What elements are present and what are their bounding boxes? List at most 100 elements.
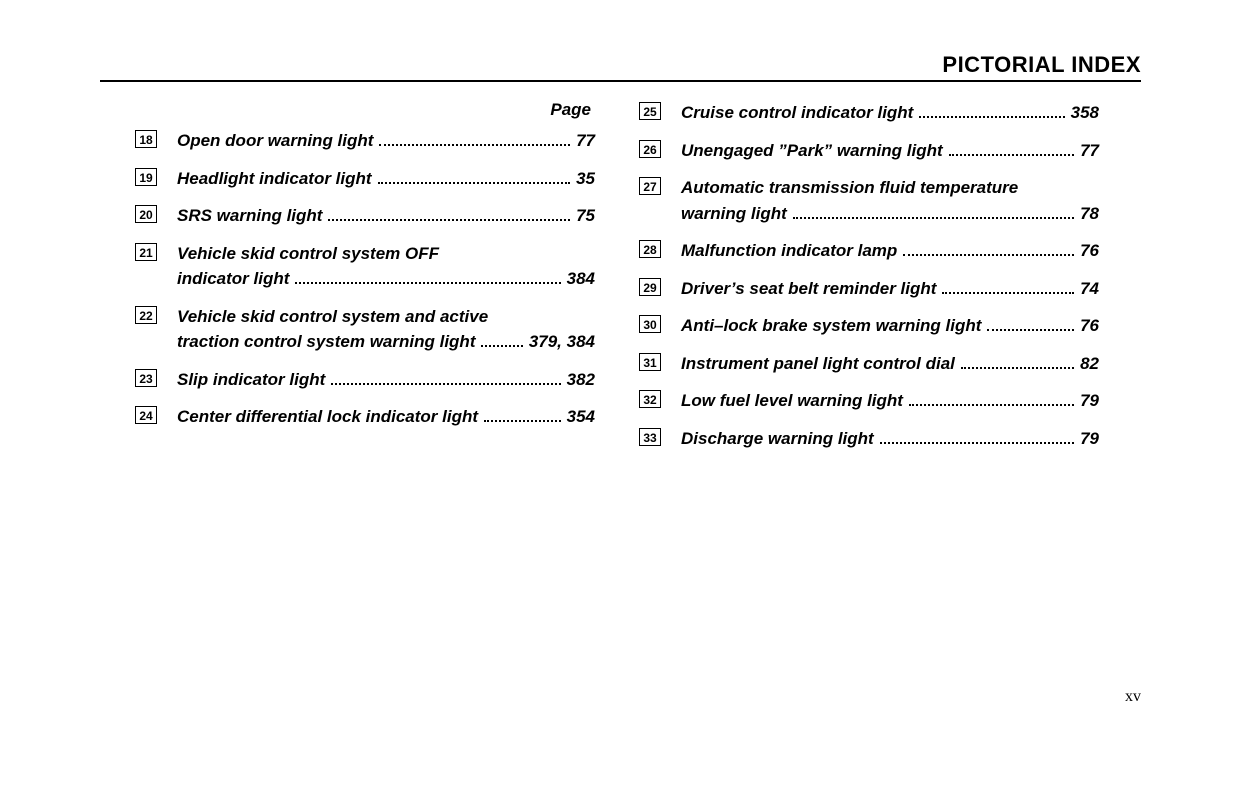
entry-page: 382 bbox=[567, 367, 595, 393]
entry-number-box: 23 bbox=[135, 369, 157, 387]
entry-number-box: 19 bbox=[135, 168, 157, 186]
dot-leader bbox=[481, 337, 522, 348]
index-entry: 30 Anti–lock brake system warning light … bbox=[639, 313, 1099, 339]
entry-text: Low fuel level warning light bbox=[681, 388, 903, 414]
entry-text: Driver’s seat belt reminder light bbox=[681, 276, 936, 302]
entry-page: 384 bbox=[567, 266, 595, 292]
entry-text-line2: warning light bbox=[681, 201, 787, 227]
entry-text-line2: traction control system warning light bbox=[177, 329, 475, 355]
dot-leader bbox=[378, 173, 571, 184]
section-title: PICTORIAL INDEX bbox=[942, 52, 1141, 78]
right-column: 25 Cruise control indicator light 358 26… bbox=[639, 100, 1099, 463]
entry-text: Headlight indicator light bbox=[177, 166, 372, 192]
entry-page: 75 bbox=[576, 203, 595, 229]
entry-number-box: 27 bbox=[639, 177, 661, 195]
entry-text: Instrument panel light control dial bbox=[681, 351, 955, 377]
entry-number-box: 21 bbox=[135, 243, 157, 261]
entry-page: 358 bbox=[1071, 100, 1099, 126]
footer-page-number: xv bbox=[1125, 688, 1141, 706]
entry-text: Center differential lock indicator light bbox=[177, 404, 478, 430]
index-entry: 29 Driver’s seat belt reminder light 74 bbox=[639, 276, 1099, 302]
entry-page: 76 bbox=[1080, 238, 1099, 264]
dot-leader bbox=[919, 108, 1064, 119]
entry-page: 77 bbox=[576, 128, 595, 154]
index-entry: 19 Headlight indicator light 35 bbox=[135, 166, 595, 192]
entry-text-line2: indicator light bbox=[177, 266, 289, 292]
index-entry: 25 Cruise control indicator light 358 bbox=[639, 100, 1099, 126]
index-entry: 26 Unengaged ”Park” warning light 77 bbox=[639, 138, 1099, 164]
index-entry: 23 Slip indicator light 382 bbox=[135, 367, 595, 393]
header-rule bbox=[100, 80, 1141, 82]
entry-page: 82 bbox=[1080, 351, 1099, 377]
entry-body: Instrument panel light control dial 82 bbox=[681, 351, 1099, 377]
dot-leader bbox=[942, 283, 1074, 294]
index-entry: 20 SRS warning light 75 bbox=[135, 203, 595, 229]
entry-text: Anti–lock brake system warning light bbox=[681, 313, 981, 339]
entry-body: Discharge warning light 79 bbox=[681, 426, 1099, 452]
entry-body: Malfunction indicator lamp 76 bbox=[681, 238, 1099, 264]
entry-page: 74 bbox=[1080, 276, 1099, 302]
entry-number-box: 29 bbox=[639, 278, 661, 296]
entry-page: 79 bbox=[1080, 426, 1099, 452]
entry-body: Unengaged ”Park” warning light 77 bbox=[681, 138, 1099, 164]
entry-body: SRS warning light 75 bbox=[177, 203, 595, 229]
entry-body: Cruise control indicator light 358 bbox=[681, 100, 1099, 126]
index-entry: 21 Vehicle skid control system OFF indic… bbox=[135, 241, 595, 292]
left-column: Page 18 Open door warning light 77 19 He… bbox=[135, 100, 595, 463]
entry-number-box: 33 bbox=[639, 428, 661, 446]
entry-text: Unengaged ”Park” warning light bbox=[681, 138, 943, 164]
dot-leader bbox=[909, 396, 1074, 407]
entry-text-line1: Automatic transmission fluid temperature bbox=[681, 175, 1018, 201]
entry-number-box: 26 bbox=[639, 140, 661, 158]
entry-body: Vehicle skid control system OFF indicato… bbox=[177, 241, 595, 292]
entry-page: 76 bbox=[1080, 313, 1099, 339]
index-entry: 32 Low fuel level warning light 79 bbox=[639, 388, 1099, 414]
dot-leader bbox=[987, 321, 1074, 332]
entry-number-box: 25 bbox=[639, 102, 661, 120]
entry-number-box: 30 bbox=[639, 315, 661, 333]
entry-number-box: 20 bbox=[135, 205, 157, 223]
dot-leader bbox=[295, 274, 560, 285]
entry-page: 78 bbox=[1080, 201, 1099, 227]
entry-text-line1: Vehicle skid control system and active bbox=[177, 304, 488, 330]
entry-page: 77 bbox=[1080, 138, 1099, 164]
entry-page: 354 bbox=[567, 404, 595, 430]
entry-body: Low fuel level warning light 79 bbox=[681, 388, 1099, 414]
page-label: Page bbox=[135, 100, 595, 120]
entry-number-box: 24 bbox=[135, 406, 157, 424]
dot-leader bbox=[379, 136, 570, 147]
entry-text-line1: Vehicle skid control system OFF bbox=[177, 241, 439, 267]
entry-text: Discharge warning light bbox=[681, 426, 874, 452]
index-entry: 18 Open door warning light 77 bbox=[135, 128, 595, 154]
index-entry: 31 Instrument panel light control dial 8… bbox=[639, 351, 1099, 377]
dot-leader bbox=[880, 433, 1074, 444]
entry-text: Cruise control indicator light bbox=[681, 100, 913, 126]
index-entry: 28 Malfunction indicator lamp 76 bbox=[639, 238, 1099, 264]
entry-body: Vehicle skid control system and active t… bbox=[177, 304, 595, 355]
dot-leader bbox=[793, 208, 1074, 219]
entry-text: SRS warning light bbox=[177, 203, 322, 229]
dot-leader bbox=[961, 358, 1074, 369]
entry-body: Center differential lock indicator light… bbox=[177, 404, 595, 430]
entry-text: Slip indicator light bbox=[177, 367, 325, 393]
entry-body: Driver’s seat belt reminder light 74 bbox=[681, 276, 1099, 302]
entry-number-box: 18 bbox=[135, 130, 157, 148]
entry-number-box: 22 bbox=[135, 306, 157, 324]
entry-number-box: 28 bbox=[639, 240, 661, 258]
entry-body: Anti–lock brake system warning light 76 bbox=[681, 313, 1099, 339]
index-entry: 27 Automatic transmission fluid temperat… bbox=[639, 175, 1099, 226]
entry-page: 35 bbox=[576, 166, 595, 192]
dot-leader bbox=[949, 145, 1074, 156]
entry-body: Automatic transmission fluid temperature… bbox=[681, 175, 1099, 226]
entry-text: Malfunction indicator lamp bbox=[681, 238, 897, 264]
entry-page: 379, 384 bbox=[529, 329, 595, 355]
dot-leader bbox=[328, 211, 570, 222]
entry-number-box: 31 bbox=[639, 353, 661, 371]
index-entry: 22 Vehicle skid control system and activ… bbox=[135, 304, 595, 355]
index-entry: 24 Center differential lock indicator li… bbox=[135, 404, 595, 430]
dot-leader bbox=[331, 374, 560, 385]
index-entry: 33 Discharge warning light 79 bbox=[639, 426, 1099, 452]
entry-body: Headlight indicator light 35 bbox=[177, 166, 595, 192]
entry-text: Open door warning light bbox=[177, 128, 373, 154]
entry-number-box: 32 bbox=[639, 390, 661, 408]
